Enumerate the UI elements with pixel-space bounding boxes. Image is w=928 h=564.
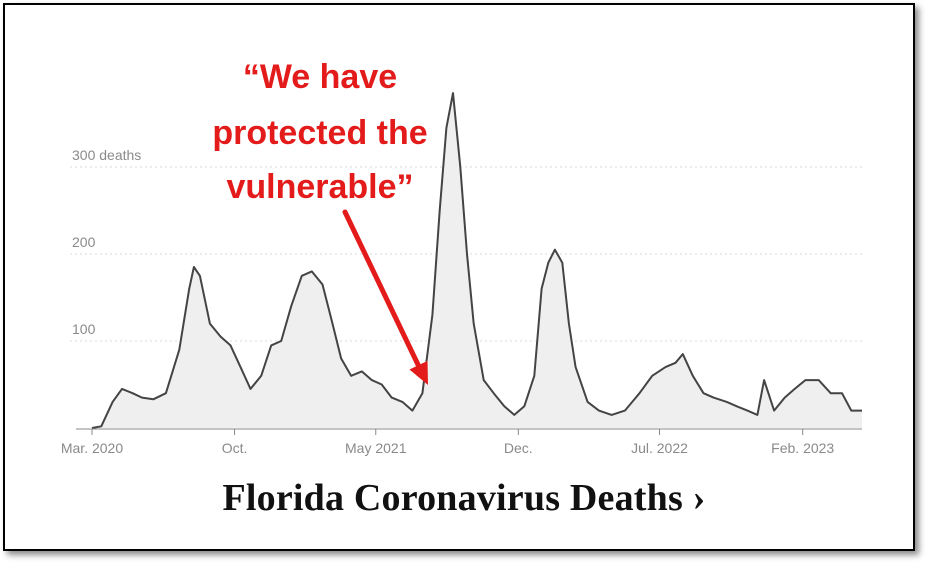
x-tick-label-5: Feb. 2023 — [771, 440, 834, 456]
annotation: “We have protected the vulnerable” — [212, 58, 428, 385]
series-area-fill-0 — [92, 93, 862, 428]
x-tick-label-3: Dec. — [504, 440, 533, 456]
x-tick-label-0: Mar. 2020 — [61, 440, 123, 456]
annotation-arrow-shaft — [342, 209, 425, 376]
y-tick-label-1: 200 — [72, 234, 96, 250]
annotation-arrow-head — [409, 360, 428, 385]
series-area — [91, 92, 862, 429]
chart-caption[interactable]: Florida Coronavirus Deaths › — [222, 477, 706, 519]
y-tick-label-0: 100 — [72, 321, 96, 337]
x-axis: Mar. 2020 Oct. May 2021 Dec. Jul. 2022 Feb. 2… — [61, 428, 862, 456]
annotation-line-0: “We have — [243, 58, 397, 96]
annotation-line-1: protected the — [212, 114, 427, 152]
x-tick-label-1: Oct. — [222, 440, 248, 456]
y-tick-label-2: 300 deaths — [72, 147, 141, 163]
x-tick-label-4: Jul. 2022 — [631, 440, 688, 456]
x-tick-label-2: May 2021 — [345, 440, 407, 456]
annotation-line-2: vulnerable” — [226, 168, 413, 206]
series-line-0 — [91, 92, 862, 429]
y-axis-labels: 100 200 300 deaths — [72, 147, 141, 337]
